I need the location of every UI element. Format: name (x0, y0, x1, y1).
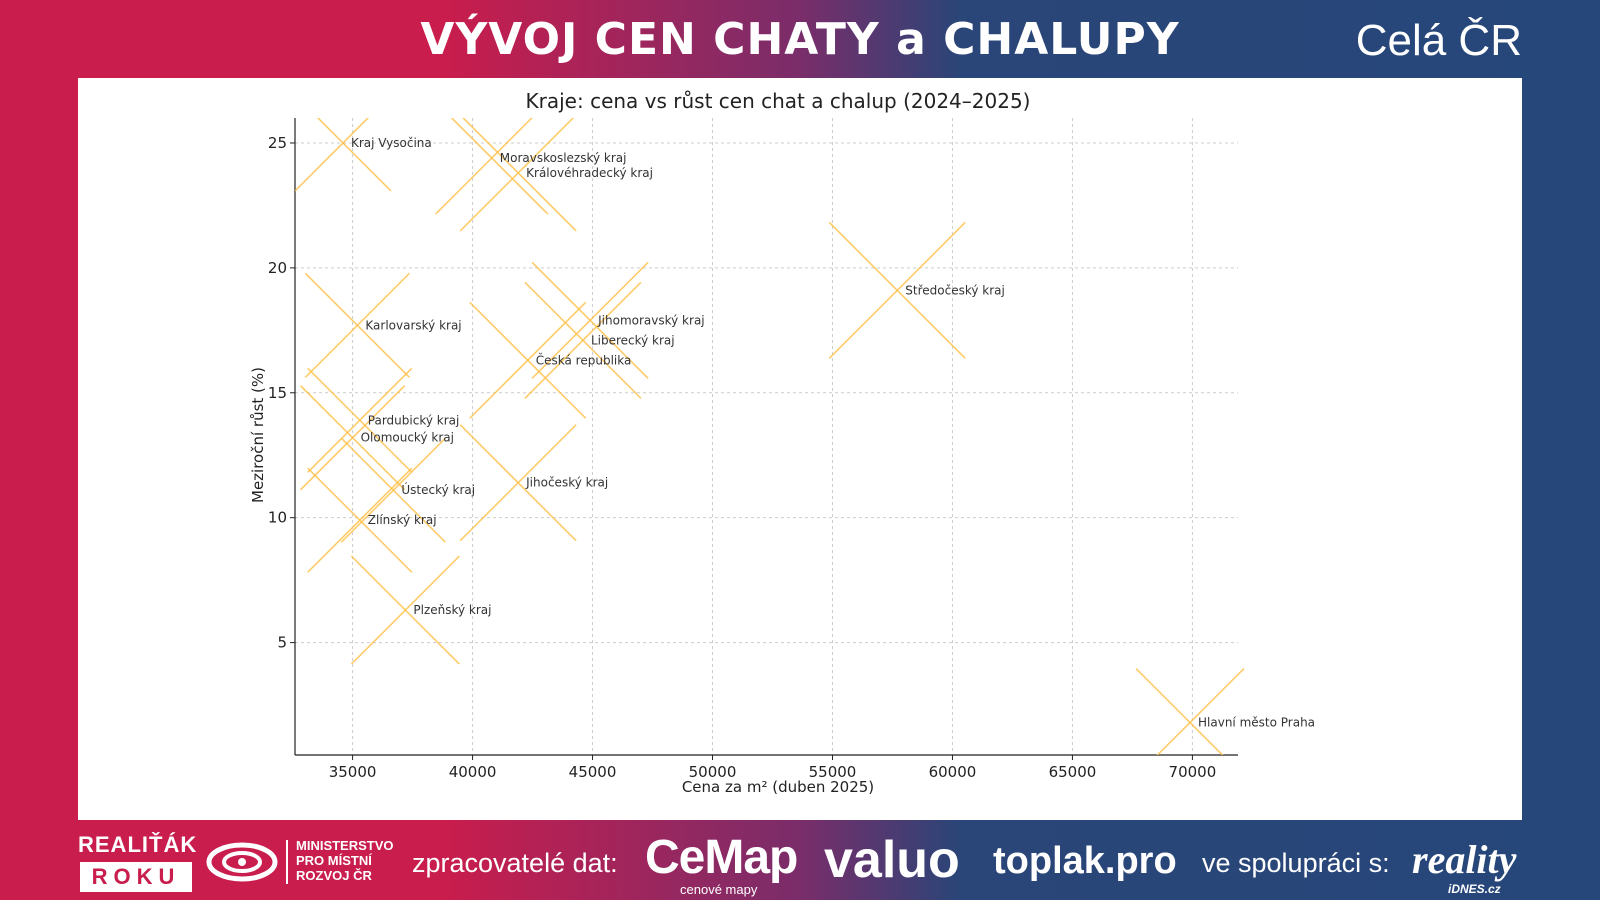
point-label: Moravskoslezský kraj (500, 151, 627, 165)
scatter-point (307, 367, 413, 473)
x-tick-label: 65000 (1049, 763, 1097, 781)
x-tick-label: 70000 (1169, 763, 1217, 781)
point-label: Pardubický kraj (368, 413, 460, 427)
footer: REALIŤÁK ROKU MINISTERSTVO PRO MÍSTNÍ RO… (0, 822, 1600, 900)
award-badge: ROKU (80, 862, 192, 892)
marker-stroke (340, 437, 446, 543)
x-tick-label: 55000 (809, 763, 857, 781)
data-points (295, 118, 1245, 755)
scatter-point (435, 118, 549, 215)
page-title: VÝVOJ CEN CHATY a CHALUPY (420, 14, 1180, 65)
point-label: Ústecký kraj (401, 482, 475, 497)
scatter-point (350, 555, 460, 665)
marker-stroke (307, 467, 413, 573)
award-title: REALIŤÁK (78, 832, 198, 857)
y-tick-label: 5 (277, 634, 287, 652)
point-label: Liberecký kraj (591, 333, 675, 347)
scatter-point (307, 467, 413, 573)
point-label: Jihočeský kraj (525, 476, 608, 490)
marker-stroke (435, 118, 533, 215)
x-tick-label: 60000 (929, 763, 977, 781)
point-label: Plzeňský kraj (413, 603, 491, 617)
marker-stroke (459, 118, 575, 232)
scatter-point (340, 437, 446, 543)
scatter-point (459, 118, 577, 232)
marker-stroke (531, 261, 649, 379)
scatter-point (469, 301, 587, 419)
ministry-name: MINISTERSTVO PRO MÍSTNÍ ROZVOJ ČR (296, 838, 394, 883)
x-tick-label: 40000 (449, 763, 497, 781)
point-label: Jihomoravský kraj (597, 313, 705, 327)
point-label: Olomoucký kraj (361, 431, 454, 445)
x-axis-title: Cena za m² (duben 2025) (682, 778, 874, 796)
point-label: Zlínský kraj (368, 513, 437, 527)
y-tick-label: 20 (268, 259, 287, 277)
point-label: Hlavní město Praha (1198, 716, 1315, 730)
axes: 35000 40000 45000 50000 55000 60000 65000 70000… (268, 118, 1238, 781)
cemap-subtitle: cenové mapy (680, 882, 758, 897)
scatter-point (524, 281, 642, 399)
grid (295, 118, 1238, 755)
point-label: Středočeský kraj (905, 283, 1005, 297)
region-label: Celá ČR (1355, 16, 1522, 65)
y-axis-title: Meziroční růst (%) (249, 367, 267, 503)
toplak-logo: toplak.pro (993, 840, 1177, 882)
idnes-subtitle: iDNES.cz (1448, 882, 1501, 896)
marker-stroke (300, 385, 406, 491)
marker-stroke (469, 301, 587, 419)
x-tick-label: 45000 (569, 763, 617, 781)
cooperation-label: ve spolupráci s: (1202, 848, 1390, 878)
y-tick-label: 10 (268, 509, 287, 527)
ministry-logo-icon (206, 842, 278, 882)
marker-stroke (1156, 667, 1245, 755)
scatter-point (295, 118, 392, 192)
x-tick-label: 50000 (689, 763, 737, 781)
scatter-point (304, 272, 410, 378)
scatter-chart: 35000 40000 45000 50000 55000 60000 65000 70000… (249, 89, 1315, 796)
point-label: Česká republika (536, 352, 632, 367)
scatter-point (828, 221, 966, 359)
cemap-logo: CeMap (645, 831, 798, 884)
marker-stroke (295, 118, 370, 192)
scatter-point (459, 424, 577, 542)
scatter-point (531, 261, 649, 379)
marker-stroke (307, 367, 413, 473)
chart-panel: 35000 40000 45000 50000 55000 60000 65000 70000… (78, 78, 1522, 820)
reality-logo: reality (1412, 837, 1517, 882)
processors-label: zpracovatelé dat: (412, 848, 618, 878)
point-label: Kraj Vysočina (351, 136, 432, 150)
logo-divider (286, 840, 288, 884)
marker-stroke (828, 221, 966, 359)
marker-stroke (350, 555, 460, 665)
marker-stroke (304, 272, 410, 378)
scatter-point (300, 385, 406, 491)
valuo-logo: valuo (824, 831, 960, 889)
point-label: Královéhradecký kraj (526, 166, 653, 180)
scatter-point (1135, 667, 1245, 755)
y-tick-label: 15 (268, 384, 287, 402)
point-label: Karlovarský kraj (365, 318, 461, 332)
x-tick-label: 35000 (329, 763, 377, 781)
chart-title: Kraje: cena vs růst cen chat a chalup (2… (526, 89, 1031, 113)
y-tick-label: 25 (268, 134, 287, 152)
point-labels: Kraj Vysočina Moravskoslezský krajKrálové… (351, 136, 1315, 730)
marker-stroke (459, 424, 577, 542)
marker-stroke (524, 281, 642, 399)
